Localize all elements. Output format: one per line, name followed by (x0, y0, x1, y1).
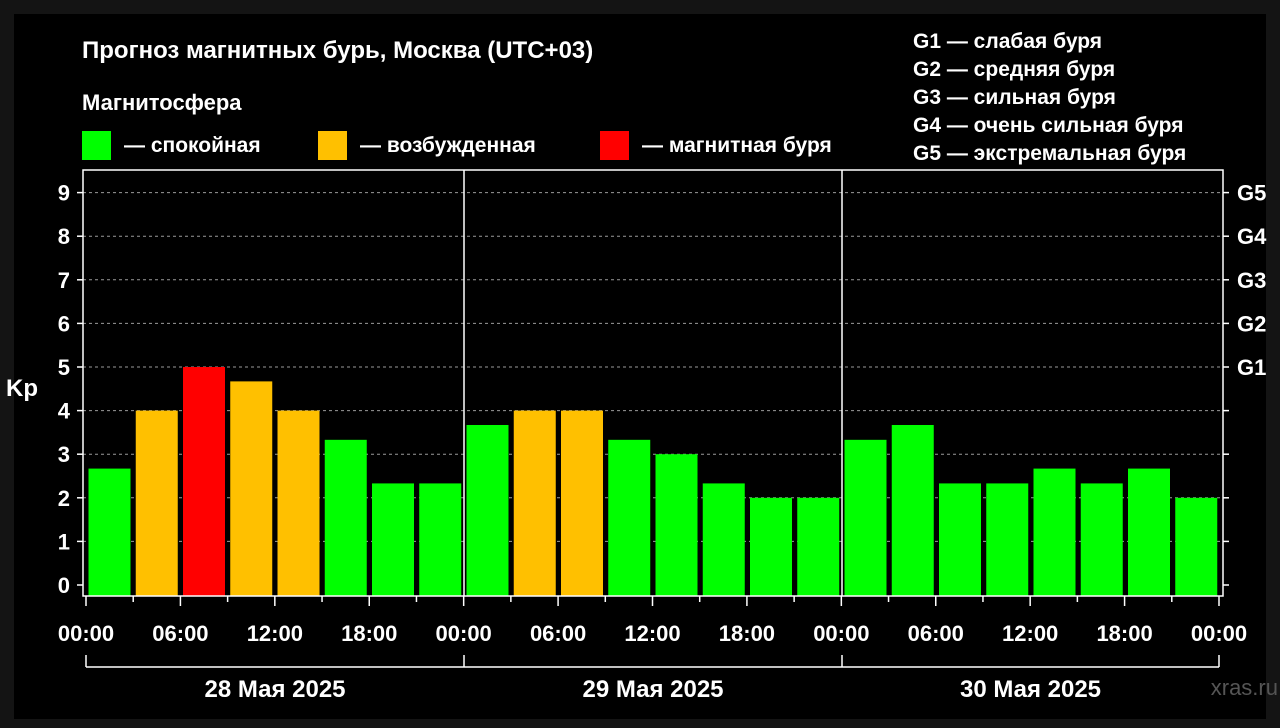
x-tick-label: 06:00 (530, 621, 586, 646)
y-tick-label: 2 (58, 486, 70, 511)
y-tick-label: 3 (58, 442, 70, 467)
kp-bar (1175, 497, 1218, 596)
kp-bar (986, 483, 1029, 596)
axes (77, 169, 1229, 668)
y-tick-label: 6 (58, 311, 70, 336)
y-tick-label: 0 (58, 573, 70, 598)
magnetosphere-legend-title: Магнитосфера (82, 90, 242, 115)
x-tick-label: 12:00 (1002, 621, 1058, 646)
x-tick-label: 06:00 (152, 621, 208, 646)
kp-bar (419, 483, 462, 596)
kp-bar (324, 439, 367, 596)
legend-swatch (318, 131, 347, 160)
kp-bar (1033, 468, 1076, 596)
kp-bar (183, 367, 225, 596)
day-label: 29 Мая 2025 (582, 676, 723, 703)
x-tick-label: 06:00 (908, 621, 964, 646)
kp-bar (797, 497, 840, 596)
kp-bar (608, 439, 651, 596)
kp-bar (891, 424, 934, 596)
g-tick-label: G2 (1237, 311, 1266, 336)
day-label: 28 Мая 2025 (204, 676, 345, 703)
y-tick-label: 1 (58, 529, 70, 554)
x-tick-label: 00:00 (58, 621, 114, 646)
x-tick-label: 18:00 (341, 621, 397, 646)
y-tick-labels: 0 1 2 3 4 5 6 7 8 9 (58, 181, 71, 598)
chart-title: Прогноз магнитных бурь, Москва (UTC+03) (82, 37, 593, 64)
g-legend-item: G2 — средняя буря (913, 58, 1115, 81)
legend-label: — спокойная (124, 134, 261, 157)
day-labels: 28 Мая 2025 29 Мая 2025 30 Мая 2025 (204, 676, 1101, 703)
watermark: xras.ru (1211, 675, 1278, 700)
g-legend-item: G1 — слабая буря (913, 30, 1102, 53)
kp-bar (750, 497, 792, 596)
g-tick-label: G1 (1237, 355, 1266, 380)
kp-bar (561, 410, 603, 596)
x-tick-label: 00:00 (813, 621, 869, 646)
legend-label: — возбужденная (360, 134, 536, 157)
kp-bar (1128, 468, 1170, 596)
g-legend-item: G4 — очень сильная буря (913, 114, 1183, 137)
kp-bar (702, 483, 745, 596)
g-tick-label: G3 (1237, 268, 1266, 293)
x-tick-label: 00:00 (436, 621, 492, 646)
x-tick-label: 12:00 (624, 621, 680, 646)
g-tick-label: G5 (1237, 181, 1266, 206)
legend-swatch (600, 131, 629, 160)
y-tick-label: 4 (58, 399, 71, 424)
x-tick-label: 18:00 (1096, 621, 1152, 646)
g-scale-legend: G1 — слабая буря G2 — средняя буря G3 — си… (913, 30, 1186, 165)
g-legend-item: G3 — сильная буря (913, 86, 1116, 109)
kp-bar (466, 424, 509, 596)
y-tick-label: 7 (58, 268, 70, 293)
g-tick-labels: G1 G2 G3 G4 G5 (1237, 181, 1267, 380)
y-tick-label: 8 (58, 224, 70, 249)
x-tick-label: 18:00 (719, 621, 775, 646)
g-legend-item: G5 — экстремальная буря (913, 142, 1186, 165)
kp-bar (372, 483, 414, 596)
g-tick-label: G4 (1237, 224, 1267, 249)
y-tick-label: 5 (58, 355, 70, 380)
gridlines (83, 192, 1223, 542)
legend-label: — магнитная буря (642, 134, 832, 157)
state-legend: — спокойная — возбужденная — магнитная бур… (82, 131, 832, 160)
kp-bar (513, 410, 556, 596)
kp-bar (277, 410, 320, 596)
kp-bar (135, 410, 178, 596)
y-axis-label: Kp (6, 375, 38, 402)
kp-bar (88, 468, 131, 596)
kp-bar (939, 483, 981, 596)
x-tick-label: 12:00 (247, 621, 303, 646)
kp-bar (655, 454, 698, 596)
bars (88, 367, 1218, 596)
day-label: 30 Мая 2025 (960, 676, 1101, 703)
kp-bar (1080, 483, 1123, 596)
y-tick-label: 9 (58, 181, 70, 206)
legend-swatch (82, 131, 111, 160)
x-tick-label: 00:00 (1191, 621, 1247, 646)
kp-bar (230, 381, 273, 596)
x-tick-labels: 00:00 06:00 12:00 18:00 00:00 06:00 12:00 18:00… (58, 621, 1247, 646)
kp-bar (844, 439, 887, 596)
